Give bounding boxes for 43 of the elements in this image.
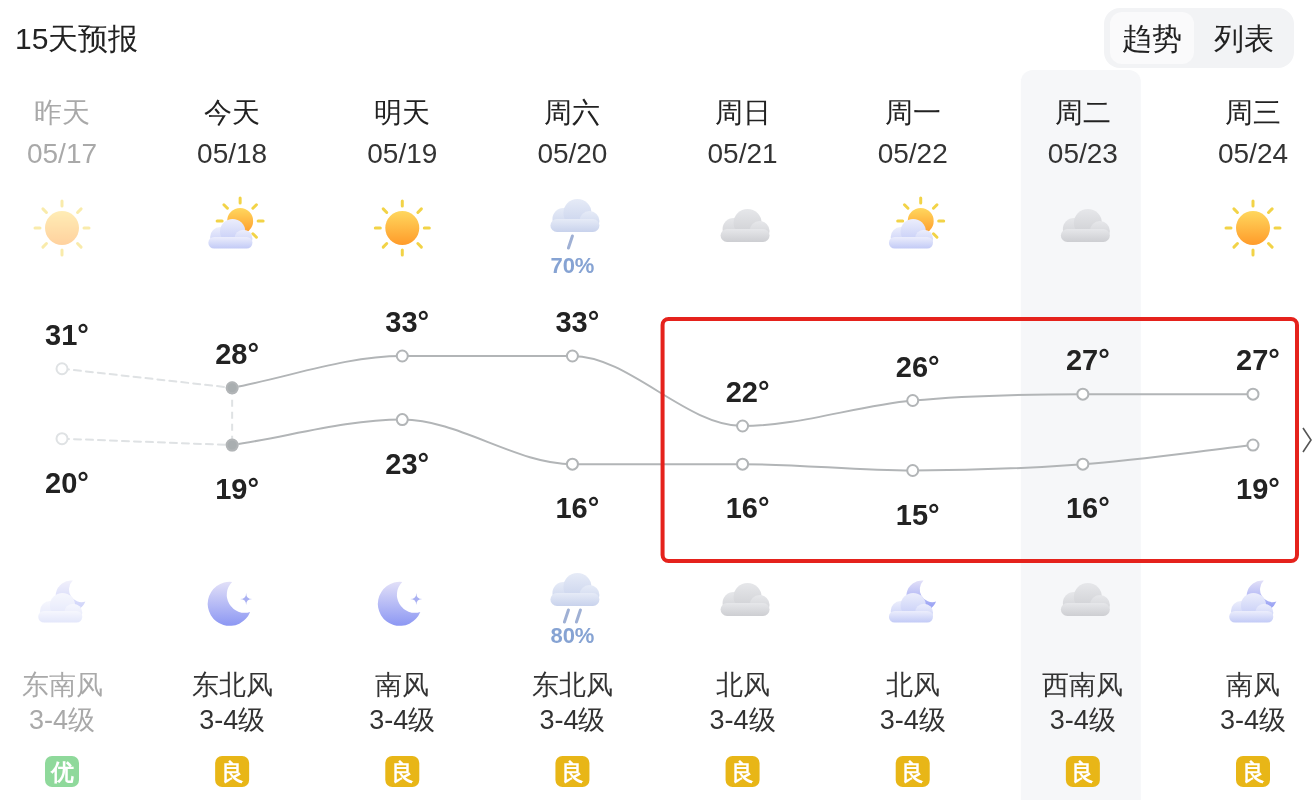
data-label: 16° <box>555 492 600 525</box>
data-label: 33° <box>555 306 600 338</box>
data-label: 26° <box>895 350 940 383</box>
data-label: 16° <box>1065 492 1110 525</box>
text: 70% <box>550 252 595 278</box>
data-label: 28° <box>215 337 260 370</box>
text: 列表 <box>1214 21 1274 55</box>
x-tick-label: 周三 05/24 <box>1217 96 1289 169</box>
x-tick-label: 周日 05/21 <box>707 96 778 169</box>
text: 良 <box>220 759 244 785</box>
text: 良 <box>560 759 584 785</box>
text: 趋势 <box>1122 21 1182 55</box>
data-label: 27° <box>1065 344 1110 377</box>
data-label: 15° <box>895 498 940 531</box>
text: 南风 3-4级 <box>1219 670 1287 735</box>
text: 东北风 3-4级 <box>531 670 613 735</box>
data-label: 19° <box>1236 473 1280 506</box>
data-label: 27° <box>1236 344 1280 377</box>
text: 北风 3-4级 <box>879 670 946 735</box>
text: 良 <box>390 759 414 785</box>
data-label: 23° <box>385 447 430 480</box>
x-tick-label: 昨天 05/17 <box>26 96 98 169</box>
x-tick-label: 周一 05/22 <box>877 96 948 169</box>
data-label: 33° <box>385 306 430 338</box>
x-tick-label: 明天 05/19 <box>367 96 438 169</box>
chart-title: 15天预报 <box>15 21 139 55</box>
x-tick-label: 周二 05/23 <box>1047 96 1118 169</box>
x-tick-label: 今天 05/18 <box>197 96 268 169</box>
text: 西南风 3-4级 <box>1042 670 1124 735</box>
data-label: 22° <box>725 375 770 408</box>
x-tick-label: 周六 05/20 <box>537 96 608 169</box>
data-label: 19° <box>215 473 260 506</box>
data-label: 16° <box>725 492 770 525</box>
text: 良 <box>731 759 755 785</box>
data-label: 31° <box>45 318 89 351</box>
data-label: 20° <box>45 466 89 499</box>
text: 东北风 3-4级 <box>191 670 273 735</box>
text: 北风 3-4级 <box>709 670 776 735</box>
text: 南风 3-4级 <box>369 670 436 735</box>
text: 良 <box>1071 759 1095 785</box>
text: 东南风 3-4级 <box>21 670 103 735</box>
text: 良 <box>901 759 925 785</box>
text: 80% <box>550 622 595 648</box>
